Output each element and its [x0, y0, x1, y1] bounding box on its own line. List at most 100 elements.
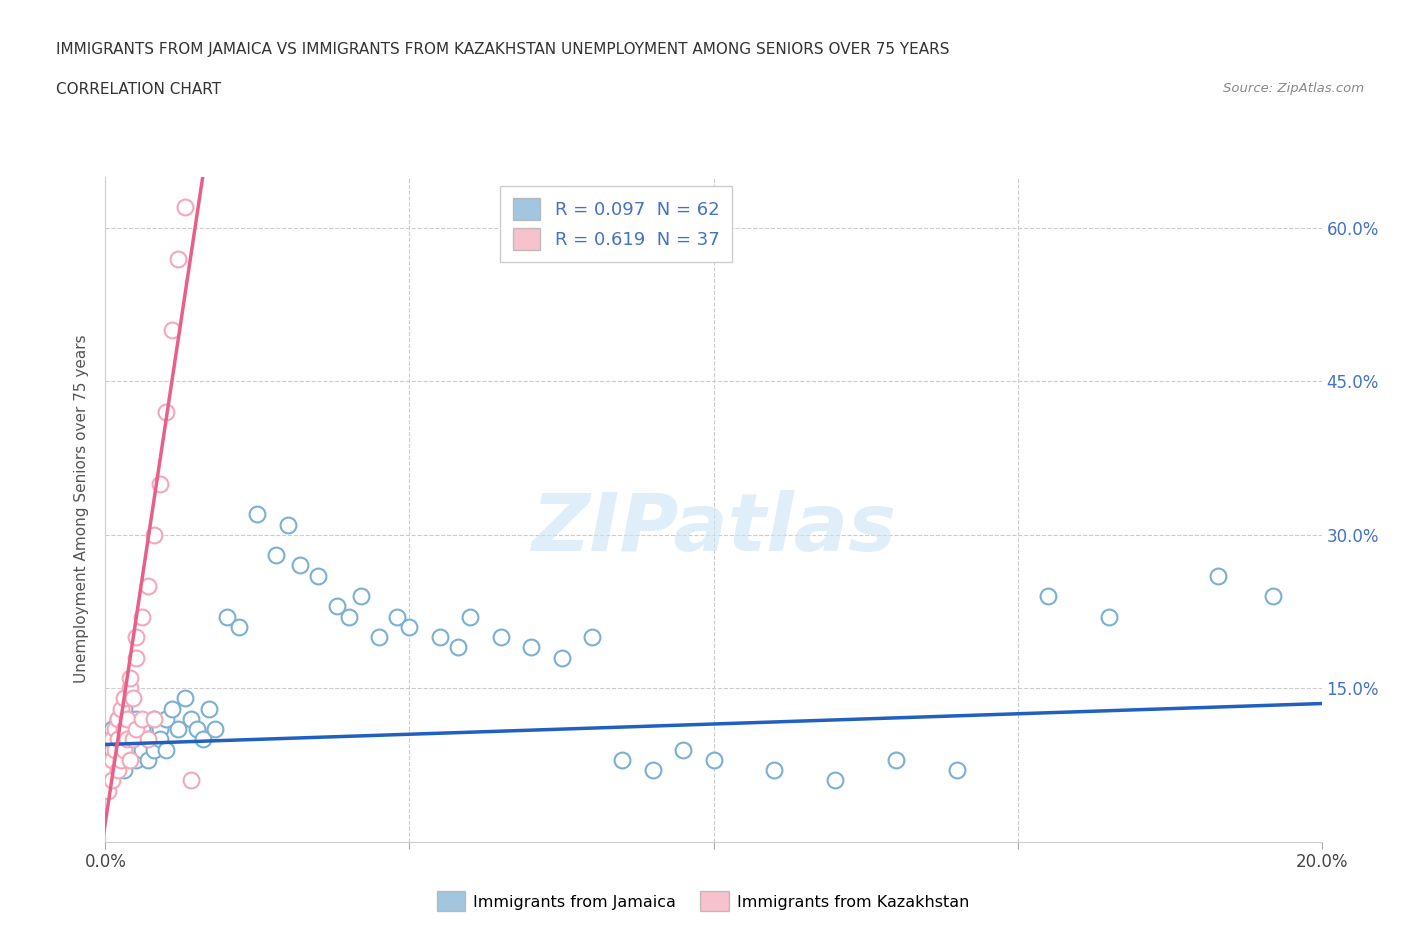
Point: [131, 742, 153, 757]
Y-axis label: Unemployment Among Seniors over 75 years: Unemployment Among Seniors over 75 years: [75, 335, 90, 684]
Point: [763, 763, 786, 777]
Point: [186, 722, 208, 737]
Point: [131, 722, 153, 737]
Point: [115, 711, 138, 726]
Point: [155, 742, 177, 757]
Point: [125, 630, 148, 644]
Point: [103, 742, 125, 757]
Point: [307, 568, 329, 583]
Point: [337, 609, 360, 624]
Point: [167, 722, 190, 737]
Point: [191, 732, 214, 747]
Point: [131, 609, 153, 624]
Point: [884, 752, 907, 767]
Point: [325, 599, 347, 614]
Point: [162, 323, 184, 338]
Text: CORRELATION CHART: CORRELATION CHART: [56, 82, 221, 97]
Point: [118, 722, 141, 737]
Point: [246, 507, 269, 522]
Point: [143, 742, 166, 757]
Point: [143, 527, 166, 542]
Point: [387, 609, 409, 624]
Point: [550, 650, 572, 665]
Point: [125, 752, 148, 767]
Point: [103, 722, 125, 737]
Point: [1036, 589, 1059, 604]
Text: IMMIGRANTS FROM JAMAICA VS IMMIGRANTS FROM KAZAKHSTAN UNEMPLOYMENT AMONG SENIORS: IMMIGRANTS FROM JAMAICA VS IMMIGRANTS FR…: [56, 42, 949, 57]
Point: [143, 711, 166, 726]
Point: [489, 630, 512, 644]
Point: [121, 732, 143, 747]
Point: [1261, 589, 1284, 604]
Point: [118, 671, 141, 685]
Point: [107, 711, 129, 726]
Point: [167, 251, 190, 266]
Point: [945, 763, 967, 777]
Point: [107, 711, 129, 726]
Point: [100, 722, 122, 737]
Point: [155, 711, 177, 726]
Point: [100, 773, 122, 788]
Legend: R = 0.097  N = 62, R = 0.619  N = 37: R = 0.097 N = 62, R = 0.619 N = 37: [501, 186, 733, 262]
Point: [136, 732, 159, 747]
Point: [149, 722, 172, 737]
Point: [121, 691, 143, 706]
Point: [110, 701, 132, 716]
Point: [118, 752, 141, 767]
Point: [581, 630, 603, 644]
Point: [112, 722, 135, 737]
Text: Source: ZipAtlas.com: Source: ZipAtlas.com: [1223, 82, 1364, 95]
Point: [641, 763, 664, 777]
Point: [702, 752, 725, 767]
Point: [100, 752, 122, 767]
Point: [136, 752, 159, 767]
Point: [672, 742, 695, 757]
Point: [217, 609, 239, 624]
Point: [180, 773, 202, 788]
Point: [173, 200, 195, 215]
Point: [350, 589, 373, 604]
Point: [458, 609, 481, 624]
Point: [100, 742, 122, 757]
Point: [118, 742, 141, 757]
Text: ZIPatlas: ZIPatlas: [531, 490, 896, 568]
Point: [112, 701, 135, 716]
Point: [204, 722, 226, 737]
Point: [110, 752, 132, 767]
Point: [112, 763, 135, 777]
Point: [118, 681, 141, 696]
Point: [136, 578, 159, 593]
Point: [288, 558, 311, 573]
Point: [824, 773, 846, 788]
Point: [162, 701, 184, 716]
Point: [149, 476, 172, 491]
Point: [107, 752, 129, 767]
Point: [1206, 568, 1229, 583]
Point: [180, 711, 202, 726]
Point: [520, 640, 543, 655]
Point: [173, 691, 195, 706]
Point: [97, 783, 120, 798]
Point: [125, 722, 148, 737]
Point: [198, 701, 221, 716]
Point: [264, 548, 287, 563]
Point: [143, 711, 166, 726]
Point: [100, 732, 122, 747]
Point: [125, 711, 148, 726]
Point: [228, 619, 250, 634]
Point: [112, 691, 135, 706]
Point: [107, 732, 129, 747]
Point: [398, 619, 420, 634]
Point: [107, 763, 129, 777]
Point: [612, 752, 634, 767]
Point: [136, 732, 159, 747]
Point: [97, 763, 120, 777]
Point: [368, 630, 391, 644]
Point: [429, 630, 451, 644]
Point: [125, 732, 148, 747]
Point: [149, 732, 172, 747]
Point: [277, 517, 299, 532]
Point: [115, 732, 138, 747]
Point: [112, 732, 135, 747]
Point: [131, 711, 153, 726]
